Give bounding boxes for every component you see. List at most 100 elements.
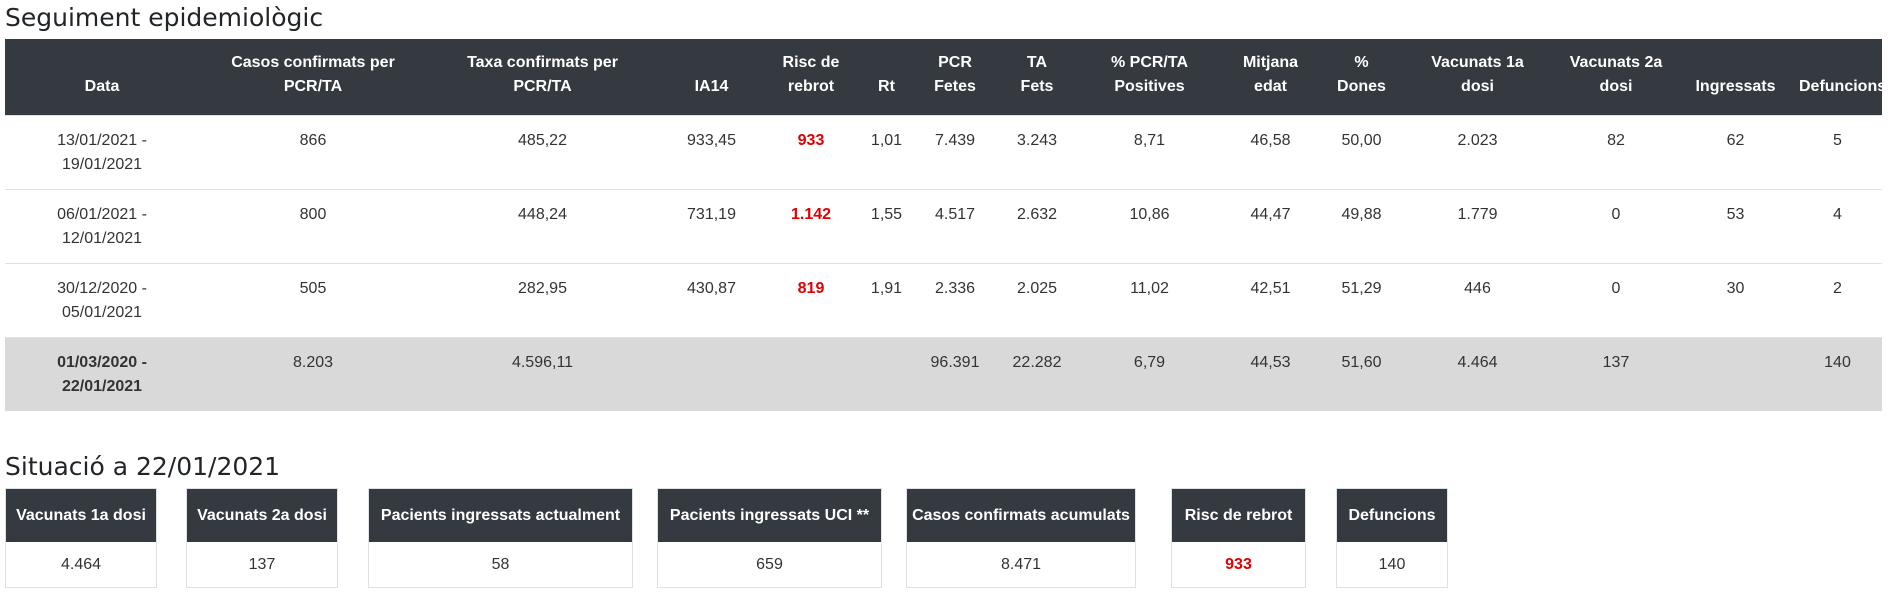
cell-vacunats1: 2.023: [1401, 114, 1554, 189]
col-header-casos: Casos confirmats per PCR/TA: [199, 39, 427, 115]
cell-positives: 11,02: [1080, 262, 1219, 337]
cell-vacunats2: 0: [1554, 188, 1678, 263]
section-title-seguiment: Seguiment epidemiològic: [5, 3, 324, 32]
card-value: 8.471: [1000, 556, 1042, 573]
cell-data: 30/12/2020 - 05/01/2021: [5, 262, 199, 337]
col-header-risc: Risc de rebrot: [765, 39, 857, 115]
cell-risc: [765, 336, 857, 411]
cell-ta: 3.243: [994, 114, 1080, 189]
cell-data: 06/01/2021 - 12/01/2021: [5, 188, 199, 263]
col-header-dones: % Dones: [1322, 39, 1401, 115]
cell-positives: 10,86: [1080, 188, 1219, 263]
card-vacunats-2a: Vacunats 2a dosi 137: [186, 488, 338, 588]
cell-ingressats: 53: [1678, 188, 1793, 263]
card-value: 659: [756, 556, 783, 573]
cell-positives: 8,71: [1080, 114, 1219, 189]
cell-ingressats: [1678, 336, 1793, 411]
col-header-rt: Rt: [857, 39, 916, 115]
cell-pcr: 7.439: [916, 114, 994, 189]
cell-edat: 42,51: [1219, 262, 1322, 337]
cell-pcr: 96.391: [916, 336, 994, 411]
card-casos-acumulats: Casos confirmats acumulats 8.471: [906, 488, 1136, 588]
cell-rt: 1,55: [857, 188, 916, 263]
cell-ta: 2.025: [994, 262, 1080, 337]
cell-defuncions: 2: [1793, 262, 1882, 337]
col-header-vacunats2: Vacunats 2a dosi: [1554, 39, 1678, 115]
cell-dones: 51,29: [1322, 262, 1401, 337]
col-header-ingressats: Ingressats: [1678, 39, 1793, 115]
cell-ia14: [658, 336, 765, 411]
cell-pcr: 4.517: [916, 188, 994, 263]
cell-edat: 44,53: [1219, 336, 1322, 411]
cell-ta: 22.282: [994, 336, 1080, 411]
cell-vacunats2: 82: [1554, 114, 1678, 189]
cell-vacunats1: 4.464: [1401, 336, 1554, 411]
card-defuncions: Defuncions 140: [1336, 488, 1448, 588]
cell-vacunats1: 1.779: [1401, 188, 1554, 263]
card-pacients-ingressats: Pacients ingressats actualment 58: [368, 488, 633, 588]
card-risc-rebrot: Risc de rebrot 933: [1171, 488, 1306, 588]
cell-dones: 49,88: [1322, 188, 1401, 263]
card-label: Defuncions: [1337, 489, 1447, 542]
cell-defuncions: 5: [1793, 114, 1882, 189]
cell-vacunats2: 137: [1554, 336, 1678, 411]
card-label: Vacunats 2a dosi: [187, 489, 337, 542]
table-total-row: 01/03/2020 - 22/01/2021 8.203 4.596,11 96.3…: [5, 336, 1882, 411]
cell-casos: 800: [199, 188, 427, 263]
cell-taxa: 448,24: [427, 188, 658, 263]
cell-risc: 933: [765, 114, 857, 189]
table-row: 30/12/2020 - 05/01/2021 505 282,95 430,87 81…: [5, 262, 1882, 337]
cell-risc: 819: [765, 262, 857, 337]
cell-rt: 1,01: [857, 114, 916, 189]
card-label: Vacunats 1a dosi: [6, 489, 156, 542]
card-label: Pacients ingressats UCI **: [658, 489, 881, 542]
card-value: 933: [1225, 556, 1252, 573]
cell-ingressats: 62: [1678, 114, 1793, 189]
cell-casos: 8.203: [199, 336, 427, 411]
card-value: 58: [491, 556, 510, 573]
cell-casos: 866: [199, 114, 427, 189]
cell-taxa: 485,22: [427, 114, 658, 189]
card-value: 4.464: [60, 556, 102, 573]
col-header-edat: Mitjana edat: [1219, 39, 1322, 115]
col-header-ta: TA Fets: [994, 39, 1080, 115]
cell-dones: 51,60: [1322, 336, 1401, 411]
col-header-positives: % PCR/TA Positives: [1080, 39, 1219, 115]
cell-ia14: 430,87: [658, 262, 765, 337]
cell-vacunats2: 0: [1554, 262, 1678, 337]
section-title-situacio: Situació a 22/01/2021: [5, 452, 281, 481]
card-value: 137: [248, 556, 276, 573]
card-label: Casos confirmats acumulats: [907, 489, 1135, 542]
cell-data: 01/03/2020 - 22/01/2021: [5, 336, 199, 411]
col-header-defuncions: Defuncions: [1793, 39, 1886, 115]
table-header-row: Data Casos confirmats per PCR/TA Taxa co…: [5, 39, 1886, 115]
cell-defuncions: 140: [1793, 336, 1882, 411]
col-header-vacunats1: Vacunats 1a dosi: [1401, 39, 1554, 115]
cell-dones: 50,00: [1322, 114, 1401, 189]
cell-ia14: 933,45: [658, 114, 765, 189]
col-header-taxa: Taxa confirmats per PCR/TA: [427, 39, 658, 115]
cell-casos: 505: [199, 262, 427, 337]
cell-positives: 6,79: [1080, 336, 1219, 411]
cell-risc: 1.142: [765, 188, 857, 263]
cell-taxa: 4.596,11: [427, 336, 658, 411]
card-label: Pacients ingressats actualment: [369, 489, 632, 542]
cell-rt: 1,91: [857, 262, 916, 337]
table-row: 13/01/2021 - 19/01/2021 866 485,22 933,45 93…: [5, 114, 1882, 189]
col-header-ia14: IA14: [658, 39, 765, 115]
cell-pcr: 2.336: [916, 262, 994, 337]
cell-ia14: 731,19: [658, 188, 765, 263]
card-vacunats-1a: Vacunats 1a dosi 4.464: [5, 488, 157, 588]
col-header-pcr: PCR Fetes: [916, 39, 994, 115]
cell-ingressats: 30: [1678, 262, 1793, 337]
cell-edat: 44,47: [1219, 188, 1322, 263]
table-row: 06/01/2021 - 12/01/2021 800 448,24 731,19 1.…: [5, 188, 1882, 263]
cell-vacunats1: 446: [1401, 262, 1554, 337]
cell-taxa: 282,95: [427, 262, 658, 337]
col-header-data: Data: [5, 39, 199, 115]
cell-defuncions: 4: [1793, 188, 1882, 263]
card-pacients-uci: Pacients ingressats UCI ** 659: [657, 488, 882, 588]
epidemiological-table: Data Casos confirmats per PCR/TA Taxa co…: [5, 39, 1886, 411]
card-label: Risc de rebrot: [1172, 489, 1305, 542]
card-value: 140: [1378, 556, 1406, 573]
